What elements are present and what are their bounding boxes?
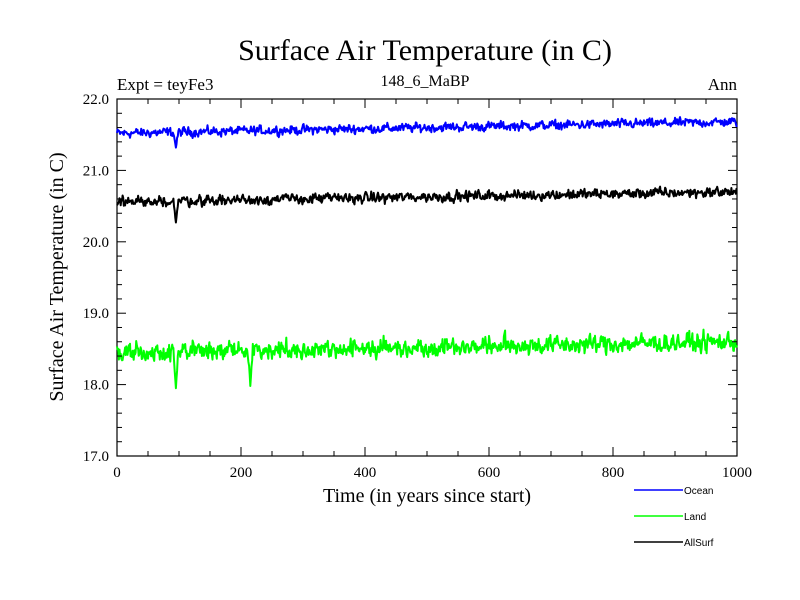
chart-title: Surface Air Temperature (in C) — [238, 34, 612, 67]
y-tick-label: 21.0 — [83, 163, 109, 179]
legend-label-allsurf: AllSurf — [684, 538, 714, 549]
x-tick-labels: 0 200 400 600 800 1000 — [113, 465, 752, 481]
x-tick-label: 1000 — [722, 465, 752, 481]
season-label: Ann — [708, 75, 738, 94]
experiment-label: Expt = teyFe3 — [117, 75, 213, 94]
y-tick-label: 22.0 — [83, 92, 109, 108]
ticks-layer — [116, 98, 738, 457]
legend: Ocean Land AllSurf — [634, 486, 714, 549]
y-tick-label: 20.0 — [83, 235, 109, 251]
x-tick-label: 800 — [602, 465, 625, 481]
y-tick-labels: 17.0 18.0 19.0 20.0 21.0 22.0 — [83, 92, 109, 465]
legend-label-land: Land — [684, 512, 706, 523]
chart-subtitle: 148_6_MaBP — [381, 73, 470, 90]
y-tick-label: 19.0 — [83, 306, 109, 322]
y-tick-label: 17.0 — [83, 449, 109, 465]
x-axis-label: Time (in years since start) — [323, 485, 531, 507]
x-tick-label: 400 — [354, 465, 377, 481]
series-line-ocean — [116, 116, 738, 149]
x-tick-label: 200 — [230, 465, 253, 481]
legend-label-ocean: Ocean — [684, 486, 713, 497]
x-tick-label: 0 — [113, 465, 121, 481]
y-axis-label: Surface Air Temperature (in C) — [46, 152, 68, 401]
series-layer — [116, 116, 738, 390]
series-line-allsurf — [116, 185, 738, 224]
y-tick-label: 18.0 — [83, 378, 109, 394]
series-line-land — [116, 328, 738, 390]
plot-frame — [116, 98, 738, 457]
x-tick-label: 600 — [478, 465, 501, 481]
